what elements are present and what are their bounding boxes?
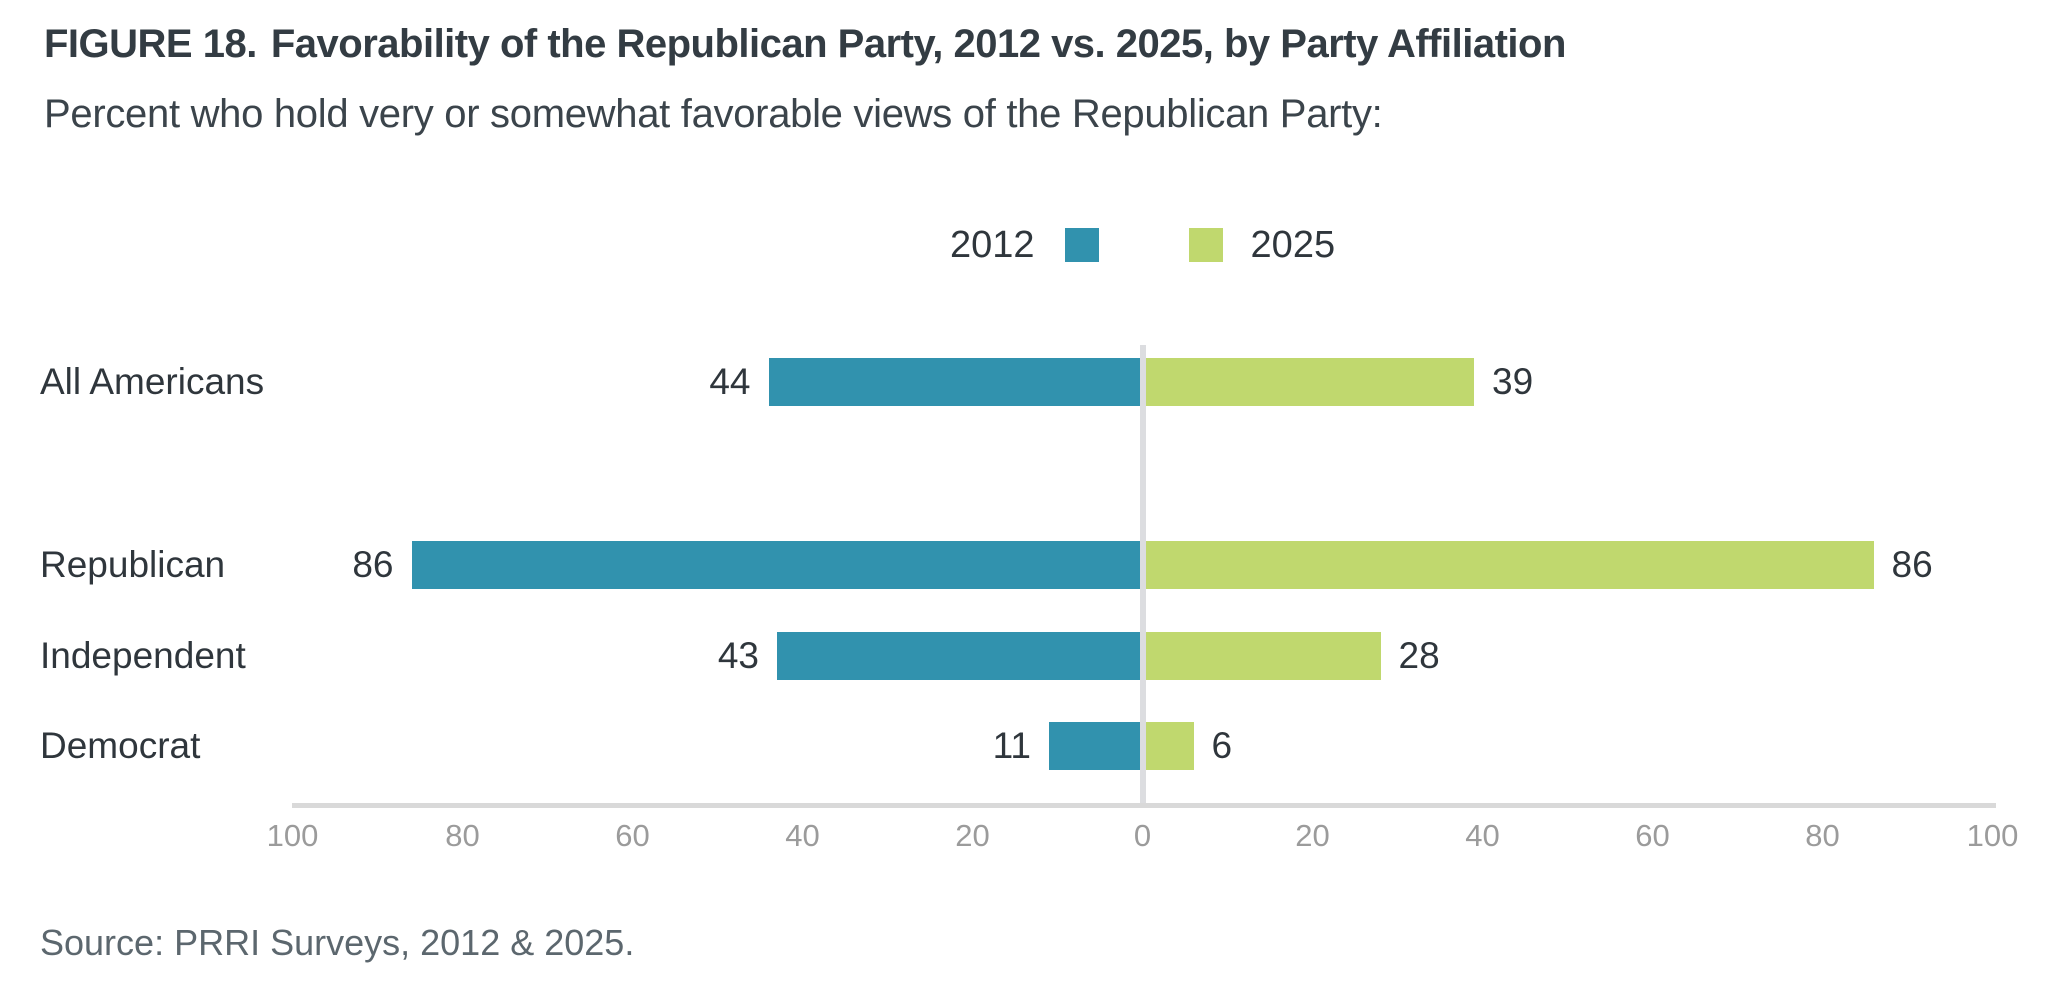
value-label-2025: 39	[1492, 361, 1534, 402]
legend-swatch-2012	[1064, 228, 1099, 262]
legend-label-2012: 2012	[950, 224, 1035, 266]
value-label-2012: 44	[709, 361, 751, 402]
axis-tick-label: 60	[1635, 818, 1670, 853]
x-axis-line	[292, 803, 1996, 808]
value-label-2012: 43	[717, 635, 759, 676]
axis-tick-label: 100	[1966, 818, 2019, 853]
legend-swatch-2025	[1188, 228, 1223, 262]
axis-tick-label: 80	[445, 818, 480, 853]
category-label: Democrat	[40, 725, 201, 766]
axis-tick-label: 40	[1465, 818, 1500, 853]
value-label-2025: 28	[1398, 635, 1440, 676]
category-label: Republican	[40, 544, 226, 585]
value-label-2012: 11	[992, 725, 1031, 766]
bar-2012	[1049, 722, 1140, 770]
value-label-2012: 86	[352, 544, 394, 585]
axis-tick-label: 40	[785, 818, 820, 853]
bar-2025	[1145, 632, 1381, 680]
axis-tick-label: 60	[615, 818, 650, 853]
axis-tick-label: 0	[1133, 818, 1152, 853]
bar-2012	[777, 632, 1140, 680]
bar-2012	[768, 358, 1140, 406]
bar-2025	[1145, 541, 1874, 589]
zero-baseline	[1139, 345, 1146, 808]
bar-2025	[1145, 358, 1474, 406]
axis-tick-label: 100	[266, 818, 319, 853]
axis-tick-label: 20	[1295, 818, 1330, 853]
bar-2012	[411, 541, 1140, 589]
figure-title: FIGURE 18. Favorability of the Republican…	[44, 22, 1566, 67]
figure-number-label: FIGURE 18.	[44, 22, 257, 66]
chart-legend: 2012 2025	[950, 226, 1335, 264]
category-label: All Americans	[40, 361, 265, 402]
value-label-2025: 86	[1891, 544, 1933, 585]
value-label-2025: 6	[1211, 725, 1233, 766]
legend-label-2025: 2025	[1250, 224, 1336, 266]
bar-2025	[1145, 722, 1194, 770]
category-label: Independent	[40, 635, 246, 676]
axis-tick-label: 80	[1805, 818, 1840, 853]
figure-title-text: Favorability of the Republican Party, 20…	[270, 22, 1567, 66]
source-note: Source: PRRI Surveys, 2012 & 2025.	[40, 922, 635, 963]
figure-subtitle: Percent who hold very or somewhat favora…	[44, 92, 1383, 136]
axis-tick-label: 20	[955, 818, 990, 853]
